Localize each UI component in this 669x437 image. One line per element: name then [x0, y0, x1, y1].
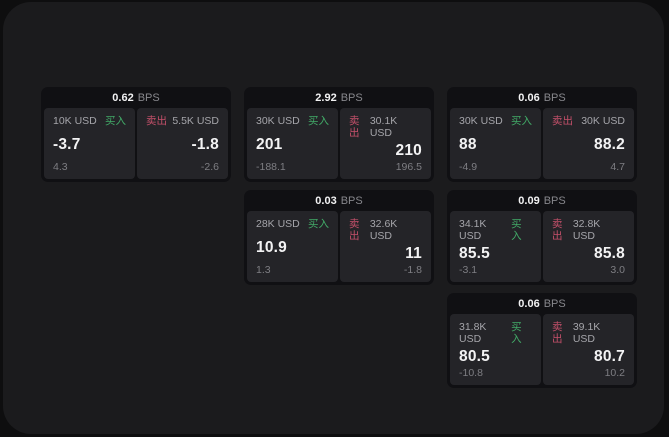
quote-panels: 10K USD 买入 -3.7 4.3 卖出 5.5K USD -1.8 -2.…	[41, 108, 231, 179]
bps-unit-label: BPS	[543, 297, 566, 310]
quote-card: 2.92 BPS 30K USD 买入 201 -188.1 卖出 30.1K …	[244, 87, 434, 182]
bps-unit-label: BPS	[340, 194, 363, 207]
buy-sub-value: -3.1	[459, 264, 478, 276]
sell-price-value: 11	[405, 244, 422, 262]
buy-sub-value: -188.1	[256, 161, 286, 173]
buy-notional-label: 30K USD	[459, 115, 503, 127]
buy-side-label: 买入	[511, 115, 532, 127]
buy-sub-value: 1.3	[256, 264, 271, 276]
buy-price-value: 80.5	[459, 347, 490, 365]
buy-quote-tile[interactable]: 31.8K USD 买入 80.5 -10.8	[450, 314, 541, 385]
sell-price-value: -1.8	[191, 135, 219, 153]
sell-sub-value: 10.2	[604, 367, 625, 379]
buy-notional-label: 10K USD	[53, 115, 97, 127]
bps-header: 0.62 BPS	[41, 87, 231, 108]
sell-sub-value: -2.6	[200, 161, 219, 173]
bps-header: 0.03 BPS	[244, 190, 434, 211]
bps-unit-label: BPS	[543, 194, 566, 207]
buy-price-value: 201	[256, 135, 283, 153]
sell-sub-value: 4.7	[610, 161, 625, 173]
sell-notional-label: 39.1K USD	[572, 321, 601, 345]
buy-sub-value: -4.9	[459, 161, 478, 173]
buy-price-value: 10.9	[256, 238, 287, 256]
sell-sub-value: 3.0	[610, 264, 625, 276]
sell-quote-tile[interactable]: 卖出 32.8K USD 85.8 3.0	[543, 211, 634, 282]
bps-header: 2.92 BPS	[244, 87, 434, 108]
quote-card: 0.09 BPS 34.1K USD 买入 85.5 -3.1 卖出 32.8K…	[447, 190, 637, 285]
buy-quote-tile[interactable]: 30K USD 买入 201 -188.1	[247, 108, 338, 179]
sell-sub-value: -1.8	[403, 264, 422, 276]
sell-price-value: 85.8	[594, 244, 625, 262]
quote-panels: 34.1K USD 买入 85.5 -3.1 卖出 32.8K USD 85.8…	[447, 211, 637, 282]
quote-panels: 28K USD 买入 10.9 1.3 卖出 32.6K USD 11 -1.8	[244, 211, 434, 282]
sell-side-label: 卖出	[552, 218, 563, 242]
bps-value: 0.06	[518, 297, 540, 310]
sell-quote-tile[interactable]: 卖出 30K USD 88.2 4.7	[543, 108, 634, 179]
bps-header: 0.06 BPS	[447, 293, 637, 314]
quote-card: 0.06 BPS 30K USD 买入 88 -4.9 卖出 30K USD 8…	[447, 87, 637, 182]
sell-side-label: 卖出	[349, 115, 360, 139]
sell-notional-label: 32.6K USD	[369, 218, 398, 242]
buy-side-label: 买入	[511, 218, 522, 242]
buy-side-label: 买入	[511, 321, 522, 345]
quote-panels: 31.8K USD 买入 80.5 -10.8 卖出 39.1K USD 80.…	[447, 314, 637, 385]
buy-quote-tile[interactable]: 10K USD 买入 -3.7 4.3	[44, 108, 135, 179]
bps-unit-label: BPS	[543, 91, 566, 104]
buy-price-value: 85.5	[459, 244, 490, 262]
sell-notional-label: 32.8K USD	[572, 218, 601, 242]
quote-card: 0.03 BPS 28K USD 买入 10.9 1.3 卖出 32.6K US…	[244, 190, 434, 285]
buy-quote-tile[interactable]: 28K USD 买入 10.9 1.3	[247, 211, 338, 282]
sell-quote-tile[interactable]: 卖出 39.1K USD 80.7 10.2	[543, 314, 634, 385]
sell-notional-label: 5.5K USD	[172, 115, 219, 127]
quote-panels: 30K USD 买入 88 -4.9 卖出 30K USD 88.2 4.7	[447, 108, 637, 179]
bps-unit-label: BPS	[137, 91, 160, 104]
quote-card: 0.62 BPS 10K USD 买入 -3.7 4.3 卖出 5.5K USD…	[41, 87, 231, 182]
sell-notional-label: 30.1K USD	[369, 115, 398, 139]
buy-side-label: 买入	[308, 218, 329, 230]
sell-price-value: 80.7	[594, 347, 625, 365]
bps-value: 0.06	[518, 91, 540, 104]
quote-card: 0.06 BPS 31.8K USD 买入 80.5 -10.8 卖出 39.1…	[447, 293, 637, 388]
bps-value: 0.03	[315, 194, 337, 207]
buy-side-label: 买入	[105, 115, 126, 127]
bps-header: 0.06 BPS	[447, 87, 637, 108]
buy-notional-label: 34.1K USD	[459, 218, 487, 242]
buy-notional-label: 31.8K USD	[459, 321, 487, 345]
buy-notional-label: 30K USD	[256, 115, 300, 127]
buy-sub-value: -10.8	[459, 367, 483, 379]
sell-price-value: 88.2	[594, 135, 625, 153]
bps-value: 0.09	[518, 194, 540, 207]
sell-side-label: 卖出	[146, 115, 167, 127]
bps-unit-label: BPS	[340, 91, 363, 104]
bps-header: 0.09 BPS	[447, 190, 637, 211]
sell-side-label: 卖出	[552, 115, 573, 127]
quotes-panel-surface: 0.62 BPS 10K USD 买入 -3.7 4.3 卖出 5.5K USD…	[3, 2, 664, 434]
sell-side-label: 卖出	[552, 321, 563, 345]
buy-quote-tile[interactable]: 34.1K USD 买入 85.5 -3.1	[450, 211, 541, 282]
buy-notional-label: 28K USD	[256, 218, 300, 230]
buy-quote-tile[interactable]: 30K USD 买入 88 -4.9	[450, 108, 541, 179]
sell-price-value: 210	[395, 141, 422, 159]
buy-price-value: 88	[459, 135, 477, 153]
sell-sub-value: 196.5	[395, 161, 422, 173]
bps-value: 0.62	[112, 91, 134, 104]
bps-value: 2.92	[315, 91, 337, 104]
quote-panels: 30K USD 买入 201 -188.1 卖出 30.1K USD 210 1…	[244, 108, 434, 179]
sell-quote-tile[interactable]: 卖出 32.6K USD 11 -1.8	[340, 211, 431, 282]
sell-notional-label: 30K USD	[581, 115, 625, 127]
sell-quote-tile[interactable]: 卖出 30.1K USD 210 196.5	[340, 108, 431, 179]
buy-sub-value: 4.3	[53, 161, 68, 173]
sell-side-label: 卖出	[349, 218, 360, 242]
sell-quote-tile[interactable]: 卖出 5.5K USD -1.8 -2.6	[137, 108, 228, 179]
buy-price-value: -3.7	[53, 135, 81, 153]
buy-side-label: 买入	[308, 115, 329, 127]
